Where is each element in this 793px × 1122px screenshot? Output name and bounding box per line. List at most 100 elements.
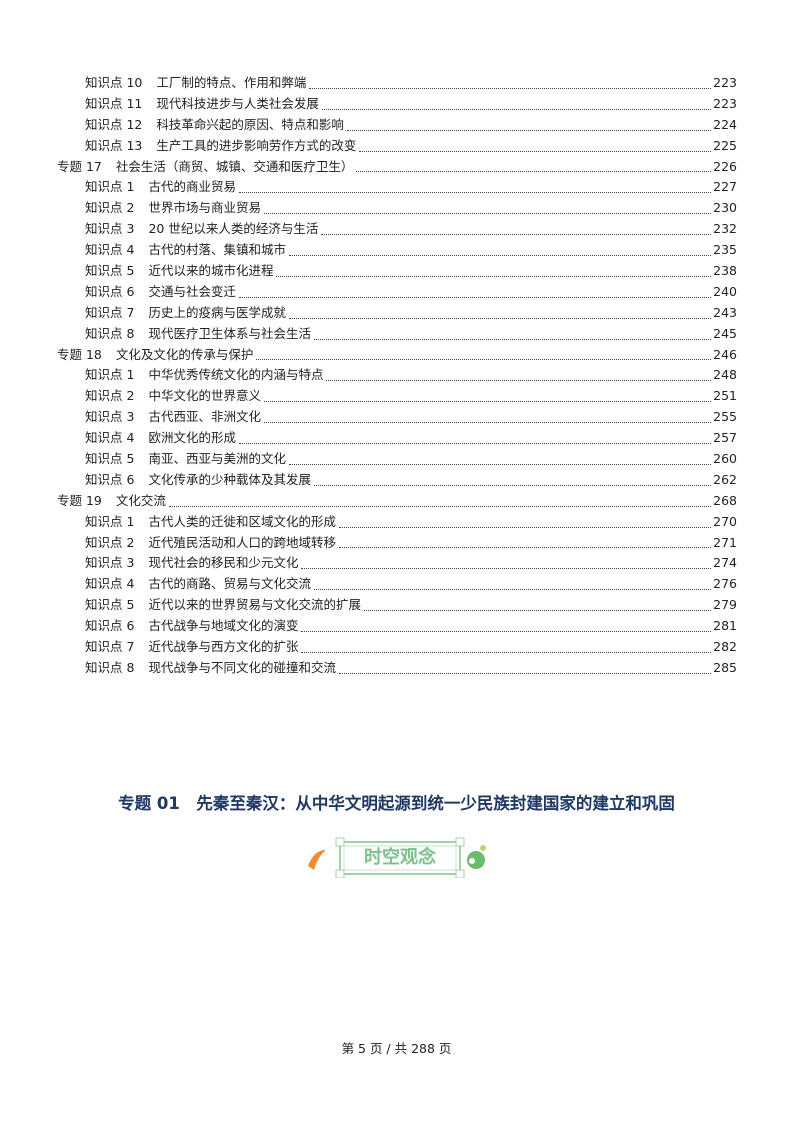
- entry-number: 知识点 7: [85, 639, 135, 655]
- toc-subentry[interactable]: 知识点 1 古代的商业贸易 227: [57, 177, 737, 198]
- entry-number: 知识点 11: [85, 95, 143, 111]
- dot-leader: [359, 150, 712, 152]
- entry-title: 古代战争与地域文化的演变: [148, 618, 299, 634]
- toc-subentry[interactable]: 知识点 2 世界市场与商业贸易 230: [57, 198, 737, 219]
- entry-title: 古代的商业贸易: [148, 179, 236, 195]
- entry-number: 知识点 12: [85, 116, 143, 132]
- entry-page: 281: [713, 618, 737, 634]
- dot-leader: [276, 275, 712, 277]
- entry-number: 知识点 10: [85, 74, 143, 90]
- entry-number: 知识点 2: [85, 534, 135, 550]
- toc-subentry[interactable]: 知识点 4 古代的商路、贸易与文化交流 276: [57, 574, 737, 595]
- toc-subentry[interactable]: 知识点 5 南亚、西亚与美洲的文化 260: [57, 449, 737, 470]
- entry-number: 知识点 7: [85, 304, 135, 320]
- entry-title: 欧洲文化的形成: [148, 430, 236, 446]
- entry-page: 279: [713, 597, 737, 613]
- entry-number: 知识点 2: [85, 200, 135, 216]
- entry-page: 251: [713, 388, 737, 404]
- entry-title: 近代以来的世界贸易与文化交流的扩展: [148, 597, 361, 613]
- dot-leader: [313, 338, 712, 340]
- entry-title: 现代科技进步与人类社会发展: [156, 95, 319, 111]
- toc-subentry[interactable]: 知识点 8 现代战争与不同文化的碰撞和交流 285: [57, 658, 737, 679]
- toc-subentry[interactable]: 知识点 6 文化传承的少种载体及其发展 262: [57, 470, 737, 491]
- entry-number: 知识点 13: [85, 137, 143, 153]
- entry-number: 知识点 5: [85, 597, 135, 613]
- toc-subentry[interactable]: 知识点 12 科技革命兴起的原因、特点和影响 224: [57, 115, 737, 136]
- entry-number: 知识点 1: [85, 179, 135, 195]
- entry-title: 文化交流: [115, 492, 166, 508]
- entry-title: 文化及文化的传承与保护: [115, 346, 254, 362]
- entry-title: 工厂制的特点、作用和弊端: [156, 74, 307, 90]
- entry-title: 交通与社会变迁: [148, 283, 236, 299]
- dot-leader: [338, 526, 712, 528]
- entry-title: 20 世纪以来人类的经济与生活: [148, 221, 319, 237]
- entry-page: 276: [713, 576, 737, 592]
- entry-page: 232: [713, 221, 737, 237]
- entry-page: 223: [713, 95, 737, 111]
- entry-title: 古代西亚、非洲文化: [148, 409, 261, 425]
- dot-leader: [313, 588, 712, 591]
- entry-page: 225: [713, 137, 737, 153]
- entry-number: 知识点 8: [85, 659, 135, 675]
- dot-leader: [301, 567, 712, 570]
- entry-title: 南亚、西亚与美洲的文化: [148, 451, 286, 467]
- entry-title: 古代的村落、集镇和城市: [148, 242, 286, 258]
- toc-subentry[interactable]: 知识点 8 现代医疗卫生体系与社会生活 245: [57, 324, 737, 345]
- toc-subentry[interactable]: 知识点 3 20 世纪以来人类的经济与生活 232: [57, 219, 737, 240]
- toc-topic-entry[interactable]: 专题 19 文化交流 268: [57, 491, 737, 512]
- dot-leader: [288, 463, 712, 465]
- toc-subentry[interactable]: 知识点 3 古代西亚、非洲文化 255: [57, 407, 737, 428]
- entry-number: 知识点 3: [85, 409, 135, 425]
- section-title: 专题 01 先秦至秦汉：从中华文明起源到统一少民族封建国家的建立和巩固: [118, 794, 675, 813]
- toc-subentry[interactable]: 知识点 2 中华文化的世界意义 251: [57, 386, 737, 407]
- dot-leader: [309, 87, 712, 89]
- entry-page: 246: [713, 346, 737, 362]
- entry-number: 知识点 1: [85, 513, 135, 529]
- entry-number: 专题 19: [57, 492, 102, 508]
- entry-number: 知识点 2: [85, 388, 135, 404]
- toc-subentry[interactable]: 知识点 10 工厂制的特点、作用和弊端 223: [57, 73, 737, 94]
- toc-topic-entry[interactable]: 专题 17 社会生活（商贸、城镇、交通和医疗卫生） 226: [57, 157, 737, 178]
- toc-subentry[interactable]: 知识点 1 中华优秀传统文化的内涵与特点 248: [57, 365, 737, 386]
- toc-subentry[interactable]: 知识点 4 古代的村落、集镇和城市 235: [57, 240, 737, 261]
- toc-topic-entry[interactable]: 专题 18 文化及文化的传承与保护 246: [57, 345, 737, 366]
- toc-subentry[interactable]: 知识点 11 现代科技进步与人类社会发展 223: [57, 94, 737, 115]
- toc-subentry[interactable]: 知识点 4 欧洲文化的形成 257: [57, 428, 737, 449]
- entry-number: 知识点 1: [85, 367, 135, 383]
- entry-title: 现代医疗卫生体系与社会生活: [148, 325, 311, 341]
- dot-leader: [301, 651, 712, 653]
- entry-number: 知识点 5: [85, 451, 135, 467]
- toc-subentry[interactable]: 知识点 5 近代以来的世界贸易与文化交流的扩展 279: [57, 595, 737, 616]
- entry-page: 227: [713, 179, 737, 195]
- entry-page: 238: [713, 263, 737, 278]
- table-of-contents: 知识点 10 工厂制的特点、作用和弊端 223 知识点 11 现代科技进步与人类社会发展…: [57, 73, 737, 679]
- entry-title: 古代人类的迁徙和区域文化的形成: [148, 513, 336, 529]
- entry-number: 知识点 3: [85, 555, 135, 571]
- entry-page: 230: [713, 200, 737, 216]
- entry-title: 近代战争与西方文化的扩张: [148, 639, 299, 655]
- toc-subentry[interactable]: 知识点 6 交通与社会变迁 240: [57, 282, 737, 303]
- entry-number: 知识点 4: [85, 430, 135, 446]
- dot-leader: [256, 358, 712, 361]
- entry-page: 223: [713, 74, 737, 90]
- toc-subentry[interactable]: 知识点 13 生产工具的进步影响劳作方式的改变 225: [57, 136, 737, 157]
- dot-leader: [321, 108, 712, 110]
- badge-label: 时空观念: [364, 847, 436, 868]
- toc-subentry[interactable]: 知识点 7 近代战争与西方文化的扩张 282: [57, 637, 737, 658]
- toc-subentry[interactable]: 知识点 1 古代人类的迁徙和区域文化的形成 270: [57, 512, 737, 533]
- entry-page: 260: [713, 451, 737, 467]
- dot-leader: [363, 609, 712, 612]
- entry-page: 285: [713, 659, 737, 675]
- toc-subentry[interactable]: 知识点 2 近代殖民活动和人口的跨地域转移 271: [57, 533, 737, 554]
- entry-number: 知识点 6: [85, 283, 135, 299]
- toc-subentry[interactable]: 知识点 6 古代战争与地域文化的演变 281: [57, 616, 737, 637]
- dot-leader: [338, 546, 712, 549]
- dot-leader: [313, 484, 712, 486]
- entry-number: 专题 18: [57, 346, 102, 362]
- toc-subentry[interactable]: 知识点 5 近代以来的城市化进程 238: [57, 261, 737, 282]
- toc-subentry[interactable]: 知识点 3 现代社会的移民和少元文化 274: [57, 553, 737, 574]
- toc-subentry[interactable]: 知识点 7 历史上的疫病与医学成就 243: [57, 303, 737, 324]
- dot-leader: [238, 191, 712, 194]
- entry-page: 248: [713, 367, 737, 383]
